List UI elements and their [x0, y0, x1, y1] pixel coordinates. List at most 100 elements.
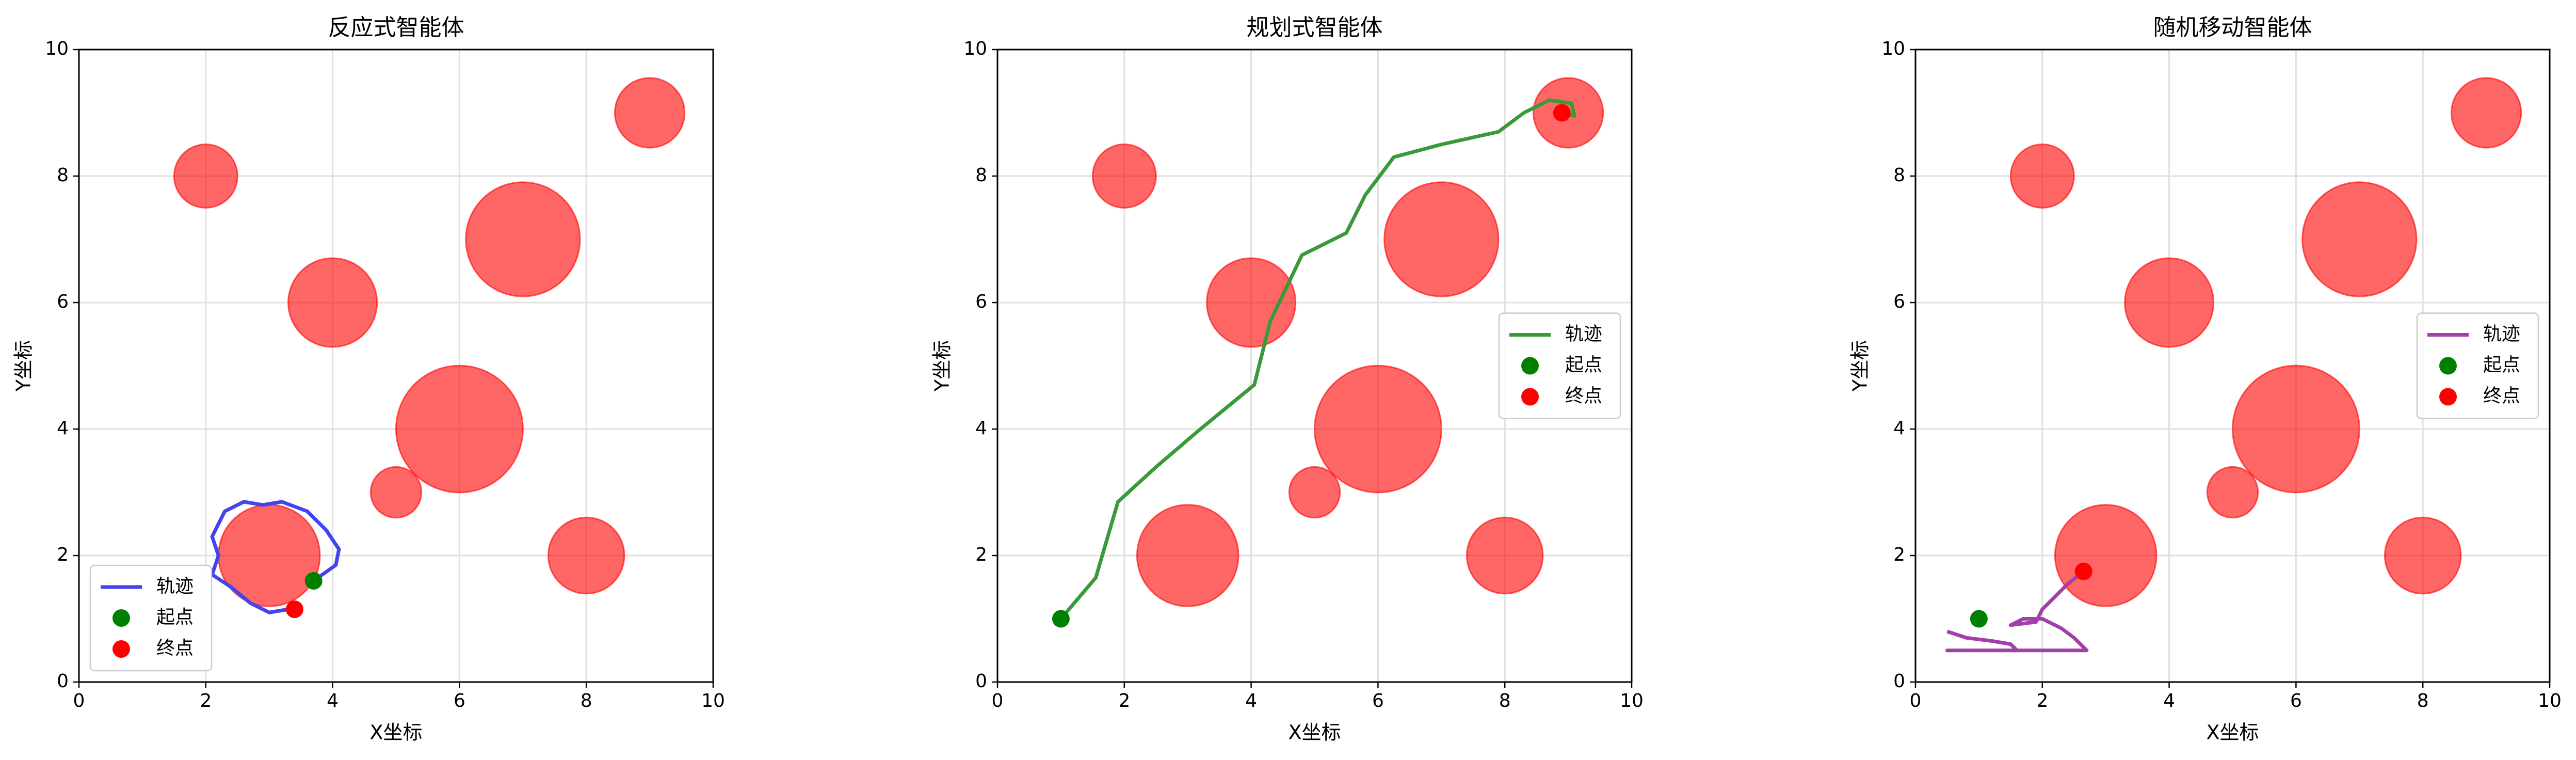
legend-label: 终点: [156, 638, 194, 659]
y-tick-label: 8: [1893, 165, 1905, 186]
point: [2074, 562, 2092, 580]
trajectory: [1945, 569, 2089, 653]
x-tick-label: 10: [701, 690, 725, 711]
obstacle: [2451, 77, 2522, 149]
obstacle: [465, 181, 581, 297]
obstacle: [2009, 144, 2075, 209]
legend-swatch: [112, 640, 130, 658]
y-tick-label: 10: [963, 38, 987, 59]
obstacle: [395, 365, 524, 494]
obstacle: [1091, 144, 1157, 209]
y-tick-label: 2: [975, 544, 987, 565]
obstacle: [1136, 504, 1239, 607]
point: [1052, 610, 1070, 628]
x-tick-label: 2: [1118, 690, 1130, 711]
point: [304, 572, 323, 590]
y-tick-label: 10: [1881, 38, 1905, 59]
x-tick-label: 8: [2417, 690, 2429, 711]
trajectory: [210, 500, 341, 614]
x-axis-label: X坐标: [369, 721, 422, 744]
y-tick-label: 0: [1893, 671, 1905, 692]
obstacle: [2054, 504, 2158, 607]
legend-label: 起点: [2483, 355, 2520, 376]
obstacle: [614, 77, 686, 149]
y-tick-label: 8: [57, 165, 69, 186]
plot-frame: [78, 49, 714, 683]
legend-label: 轨迹: [156, 576, 194, 597]
legend-label: 轨迹: [2483, 324, 2520, 345]
obstacle: [1466, 516, 1544, 595]
chart-title: 规划式智能体: [1247, 14, 1383, 41]
y-tick-label: 6: [57, 291, 69, 312]
obstacle: [173, 144, 238, 209]
obstacle: [2124, 257, 2215, 348]
x-tick-label: 0: [1910, 690, 1922, 711]
x-tick-label: 2: [2036, 690, 2048, 711]
x-tick-label: 8: [1499, 690, 1511, 711]
trajectory: [1059, 98, 1576, 620]
obstacle: [369, 466, 423, 519]
x-tick-label: 0: [992, 690, 1004, 711]
y-tick-label: 10: [45, 38, 69, 59]
x-tick-label: 4: [1245, 690, 1257, 711]
legend-swatch: [1521, 388, 1539, 406]
legend-swatch: [2439, 357, 2457, 375]
y-tick-label: 4: [975, 418, 987, 439]
obstacle: [2301, 181, 2418, 297]
legend-swatch: [112, 609, 130, 627]
obstacle: [547, 516, 625, 595]
x-axis-label: X坐标: [1288, 721, 1341, 744]
obstacle: [1314, 365, 1442, 494]
obstacle: [1206, 257, 1297, 348]
obstacle: [2384, 516, 2462, 595]
point: [1553, 104, 1571, 122]
obstacle: [2232, 365, 2360, 494]
y-tick-label: 8: [975, 165, 987, 186]
legend-swatch: [2439, 388, 2457, 406]
legend-label: 终点: [2483, 386, 2520, 407]
obstacle: [1383, 181, 1500, 297]
plot-frame: [996, 49, 1633, 683]
obstacle: [2206, 466, 2259, 519]
x-tick-label: 10: [2538, 690, 2562, 711]
chart-title: 反应式智能体: [328, 14, 464, 41]
y-tick-label: 0: [975, 671, 987, 692]
x-tick-label: 0: [73, 690, 85, 711]
obstacle: [287, 257, 378, 348]
x-tick-label: 8: [581, 690, 592, 711]
legend-label: 起点: [1565, 355, 1602, 376]
x-tick-label: 6: [1372, 690, 1384, 711]
y-tick-label: 0: [57, 671, 69, 692]
y-axis-label: Y坐标: [12, 340, 35, 392]
x-tick-label: 4: [327, 690, 339, 711]
point: [285, 600, 303, 619]
y-axis-label: Y坐标: [931, 340, 954, 392]
y-tick-label: 4: [57, 418, 69, 439]
legend-label: 终点: [1565, 386, 1602, 407]
obstacle: [1288, 466, 1341, 519]
plot-frame: [1914, 49, 2551, 683]
x-tick-label: 10: [1620, 690, 1644, 711]
legend-swatch: [1521, 357, 1539, 375]
x-axis-label: X坐标: [2206, 721, 2259, 744]
legend-label: 轨迹: [1565, 324, 1602, 345]
point: [1970, 610, 1988, 628]
x-tick-label: 6: [2290, 690, 2302, 711]
x-tick-label: 6: [454, 690, 465, 711]
y-tick-label: 2: [1893, 544, 1905, 565]
legend-label: 起点: [156, 607, 194, 628]
y-axis-label: Y坐标: [1849, 340, 1872, 392]
y-tick-label: 2: [57, 544, 69, 565]
x-tick-label: 2: [200, 690, 212, 711]
y-tick-label: 6: [1893, 291, 1905, 312]
x-tick-label: 4: [2163, 690, 2175, 711]
y-tick-label: 6: [975, 291, 987, 312]
chart-title: 随机移动智能体: [2153, 14, 2312, 41]
